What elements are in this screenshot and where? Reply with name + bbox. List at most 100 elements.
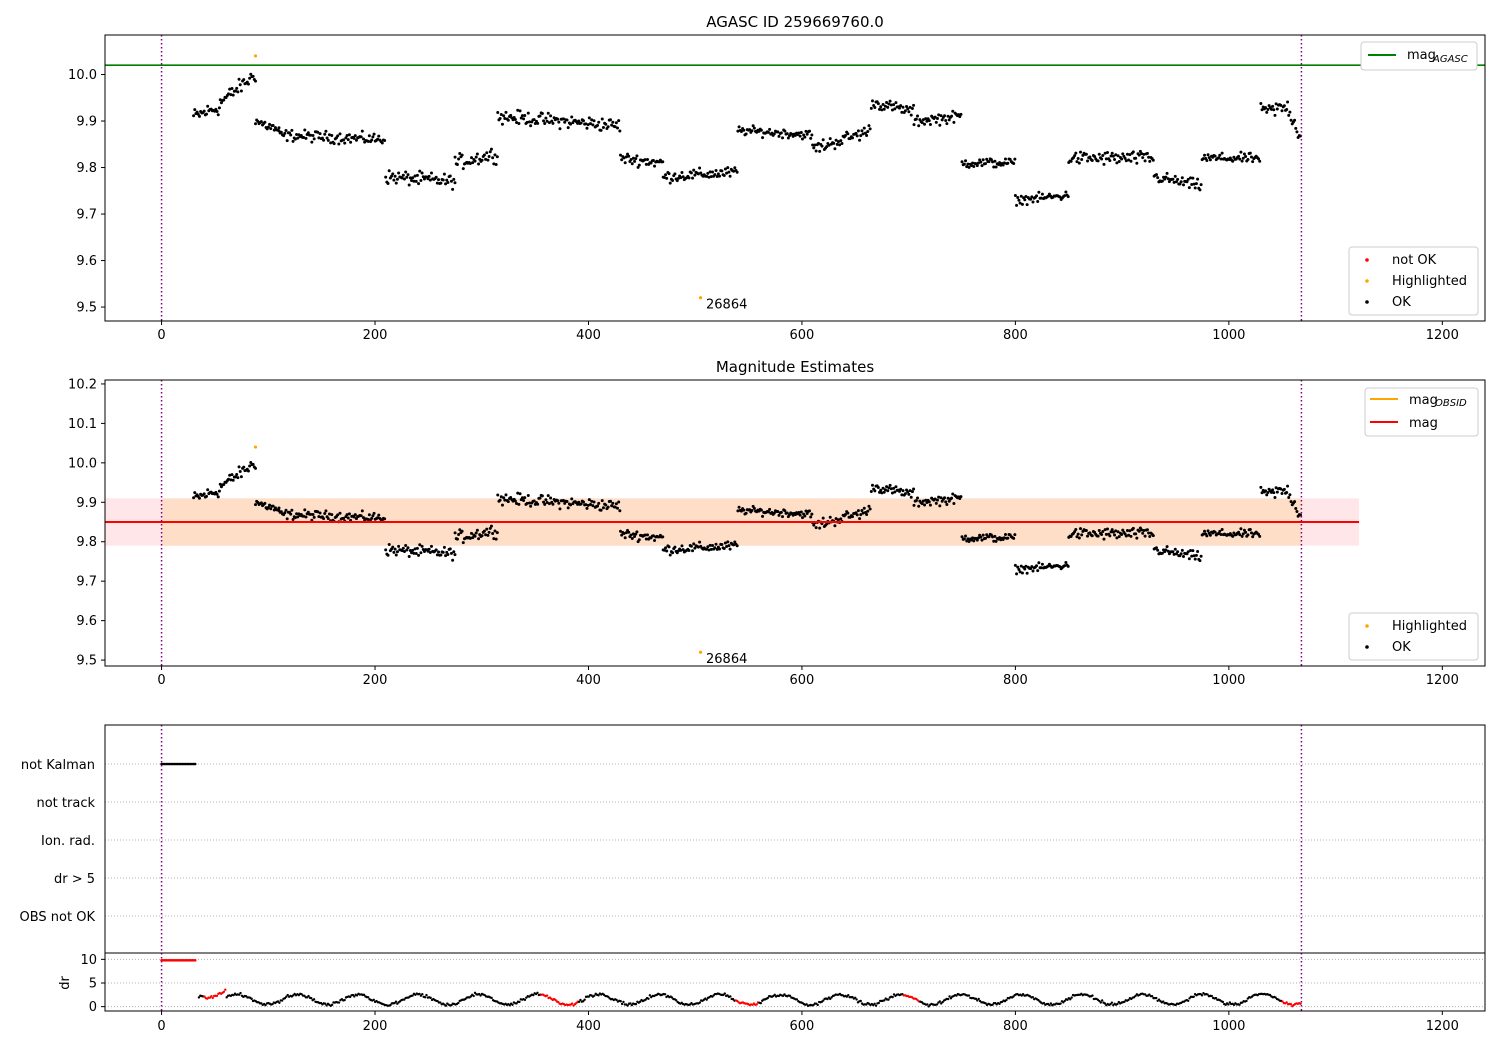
ok-point	[1240, 159, 1244, 163]
ok-point	[492, 537, 496, 541]
ok-point	[873, 489, 877, 493]
ok-point	[1172, 180, 1176, 184]
dr-point-not-ok	[570, 1002, 574, 1005]
ok-point	[234, 475, 238, 479]
ok-point	[914, 499, 918, 503]
ok-point	[1194, 182, 1198, 186]
ok-point	[1259, 102, 1263, 106]
ok-point	[1125, 152, 1129, 156]
ok-point	[392, 550, 396, 554]
ok-point	[235, 86, 239, 90]
ok-point	[1116, 154, 1120, 158]
ok-point	[324, 509, 328, 513]
ok-point	[527, 120, 531, 124]
ok-point	[618, 129, 622, 133]
ok-point	[972, 165, 976, 169]
ok-point	[1293, 118, 1297, 122]
ok-point	[667, 172, 671, 176]
x-tick-label: 200	[363, 328, 388, 343]
ok-point	[976, 161, 980, 165]
ok-point	[480, 534, 484, 538]
ok-point	[916, 496, 920, 500]
dr-point	[515, 1002, 518, 1005]
ok-point	[946, 496, 950, 500]
ok-point	[1069, 159, 1073, 163]
ok-point	[696, 545, 700, 549]
dr-point	[366, 996, 370, 999]
ok-point	[828, 137, 832, 141]
ok-point	[193, 491, 197, 495]
ok-point	[215, 110, 219, 114]
ok-point	[610, 123, 614, 127]
ok-point	[453, 553, 457, 557]
ok-point	[1029, 197, 1033, 201]
ok-point	[901, 105, 905, 109]
ok-point	[234, 89, 238, 93]
ok-point	[885, 485, 889, 489]
ok-point	[1102, 537, 1106, 541]
ok-point	[477, 162, 481, 166]
ok-point	[1258, 534, 1262, 538]
ok-point	[1016, 196, 1020, 200]
ok-point	[370, 516, 374, 520]
ok-point	[565, 118, 569, 122]
ok-point	[1154, 546, 1158, 550]
ok-point	[1260, 108, 1264, 112]
ok-point	[435, 181, 439, 185]
dr-point	[949, 997, 953, 1000]
ok-point	[751, 124, 755, 128]
ok-point	[370, 138, 374, 142]
ok-point	[1077, 536, 1081, 540]
ok-point	[1274, 486, 1278, 490]
ok-point	[496, 493, 500, 497]
ok-point	[429, 171, 433, 175]
ok-point	[493, 529, 497, 533]
ok-point	[513, 117, 517, 121]
ok-point	[1109, 530, 1113, 534]
ok-point	[562, 117, 566, 121]
ok-point	[888, 483, 892, 487]
ok-point	[818, 149, 822, 153]
ok-point	[917, 504, 921, 508]
ok-point	[418, 543, 422, 547]
ok-point	[192, 114, 196, 118]
ok-point	[237, 465, 241, 469]
ok-point	[413, 547, 417, 551]
ok-point	[727, 170, 731, 174]
ok-point	[1086, 159, 1090, 163]
ok-point	[962, 162, 966, 166]
dr-point	[859, 999, 862, 1003]
ok-point	[1213, 154, 1217, 158]
ok-point	[681, 175, 685, 179]
dr-point	[795, 998, 799, 1001]
ok-point	[1192, 182, 1196, 186]
ok-point	[714, 169, 718, 173]
ok-point	[975, 164, 979, 168]
ok-point	[865, 513, 869, 517]
ok-point	[391, 545, 395, 549]
ok-point	[1020, 571, 1024, 575]
dr-point	[582, 1000, 585, 1003]
ok-point	[899, 104, 903, 108]
dr-point	[532, 993, 535, 997]
ok-point	[622, 156, 626, 160]
y-tick-label: 9.9	[76, 115, 97, 130]
ok-point	[732, 169, 736, 173]
ok-point	[1074, 151, 1078, 155]
dr-point	[847, 993, 850, 997]
ok-point	[1181, 183, 1185, 187]
dr-point	[353, 995, 356, 998]
ok-point	[500, 503, 504, 507]
ok-point	[664, 546, 668, 550]
dr-point	[626, 1004, 629, 1007]
ok-point	[448, 547, 452, 551]
ok-point	[1013, 193, 1017, 197]
dr-y-tick-label: 5	[89, 977, 97, 992]
ok-point	[944, 500, 948, 504]
ok-point	[579, 121, 583, 125]
ok-point	[1003, 532, 1007, 536]
ok-point	[517, 502, 521, 506]
ok-point	[509, 113, 513, 117]
ok-point	[1037, 190, 1041, 194]
dr-point	[1186, 999, 1190, 1002]
